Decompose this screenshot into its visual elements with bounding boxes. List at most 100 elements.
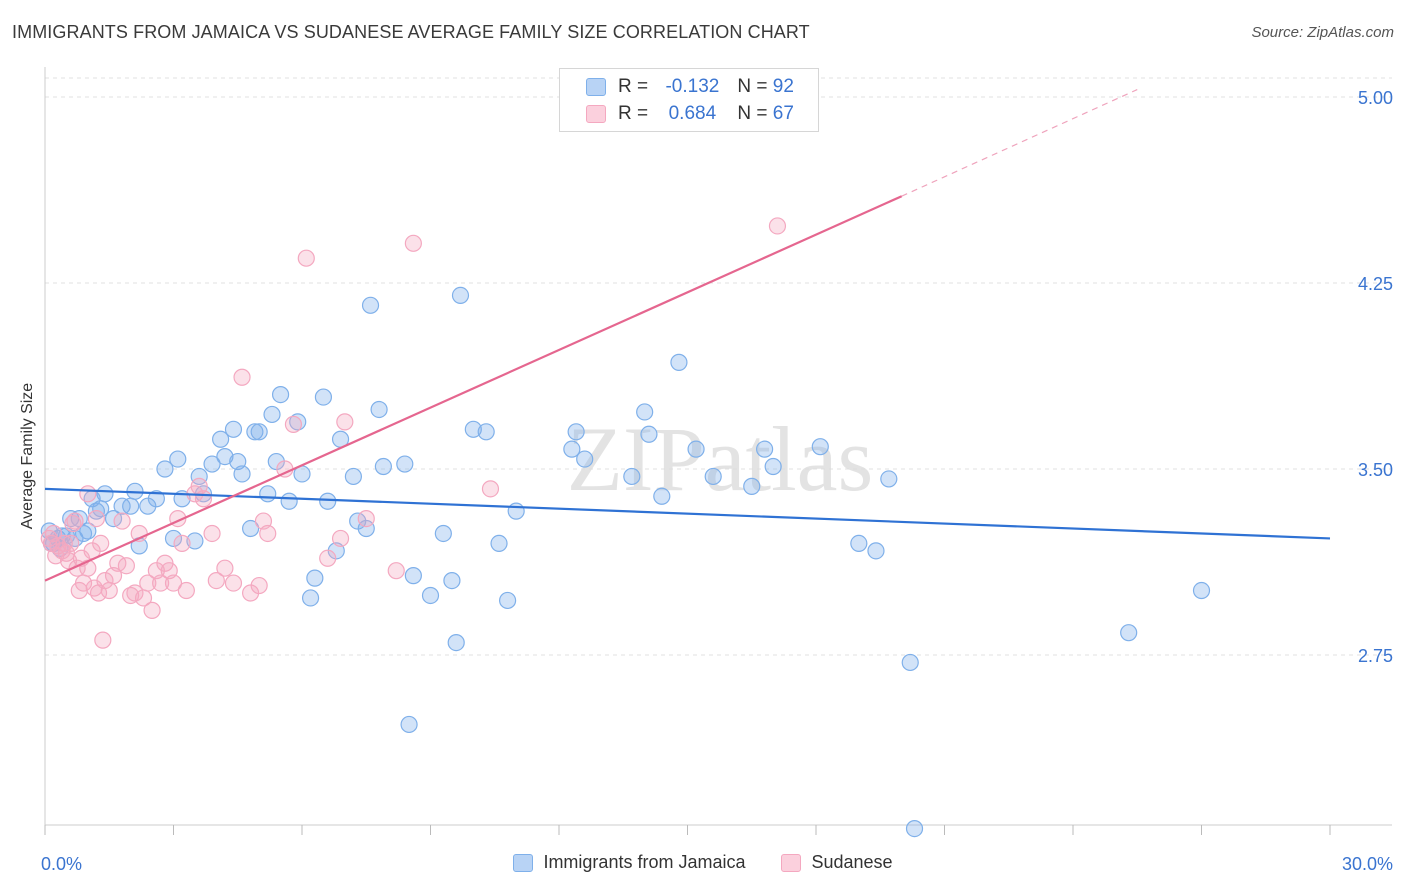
jamaica-point <box>623 467 641 486</box>
sudanese-point <box>259 524 277 543</box>
legend-item-sudanese[interactable]: Sudanese <box>781 852 893 873</box>
data-points <box>40 217 1211 838</box>
sudanese-point <box>47 547 65 565</box>
sudanese-point <box>87 509 106 528</box>
sudanese-swatch <box>781 853 802 872</box>
jamaica-point <box>687 440 705 458</box>
y-tick-label: 2.75 <box>1358 646 1393 666</box>
n-label: N = <box>737 103 768 124</box>
sudanese-point <box>66 512 84 530</box>
sudanese-point <box>177 581 195 600</box>
jamaica-point <box>490 534 508 553</box>
jamaica-point <box>464 420 482 438</box>
sudanese-point <box>224 574 243 592</box>
jamaica-point <box>1120 624 1138 642</box>
jamaica-point <box>477 423 495 441</box>
gridlines <box>45 77 1392 656</box>
jamaica-swatch <box>513 853 534 872</box>
sudanese-point <box>207 571 225 590</box>
jamaica-point <box>404 567 422 585</box>
sudanese-point <box>404 234 422 252</box>
jamaica-point <box>357 519 375 538</box>
n-label: N = <box>737 76 768 97</box>
y-tick-label: 4.25 <box>1358 274 1393 294</box>
jamaica-point <box>443 571 461 590</box>
sudanese-point <box>319 549 337 567</box>
jamaica-point <box>670 353 688 371</box>
y-tick-label: 3.50 <box>1358 460 1393 480</box>
sudanese-point <box>250 576 268 595</box>
jamaica-point <box>280 492 298 510</box>
jamaica-point <box>755 440 774 458</box>
sudanese-point <box>89 584 108 602</box>
jamaica-point <box>319 492 337 510</box>
watermark: ZIPatlas <box>567 408 874 510</box>
jamaica-point <box>224 420 243 438</box>
jamaica-point <box>374 457 392 476</box>
jamaica-point <box>271 386 290 404</box>
r-label: R = <box>618 103 649 124</box>
jamaica-point <box>653 487 671 505</box>
jamaica-point <box>563 440 581 458</box>
jamaica-point <box>233 465 251 483</box>
sudanese-point <box>55 534 73 553</box>
legend-row-jamaica: R = -0.132 N = 92 <box>586 75 794 99</box>
sudanese-point <box>164 574 183 592</box>
x-tick-label: 0.0% <box>41 854 82 874</box>
jamaica-point <box>92 500 110 518</box>
sudanese-point <box>768 217 787 235</box>
legend-item-jamaica[interactable]: Immigrants from Jamaica <box>513 852 745 873</box>
jamaica-point <box>246 423 264 441</box>
sudanese-point <box>203 524 221 543</box>
jamaica-point <box>867 542 885 560</box>
jamaica-point <box>447 633 465 652</box>
jamaica-point <box>147 490 165 508</box>
jamaica-point <box>242 519 260 538</box>
sudanese-trend-extension <box>901 89 1138 197</box>
jamaica-point <box>905 819 924 838</box>
jamaica-point <box>400 715 418 734</box>
jamaica-point <box>122 497 140 515</box>
sudanese-point <box>233 368 251 386</box>
jamaica-point <box>901 653 919 672</box>
sudanese-point <box>94 631 112 649</box>
sudanese-point <box>481 480 500 498</box>
sudanese-point <box>143 601 161 619</box>
jamaica-point <box>434 524 452 543</box>
sudanese-swatch <box>586 105 606 123</box>
jamaica-point <box>370 400 388 419</box>
jamaica-point <box>499 591 517 610</box>
jamaica-point <box>764 457 782 476</box>
axes <box>44 67 1392 835</box>
y-tick-label: 5.00 <box>1358 88 1393 108</box>
r-label: R = <box>618 76 649 97</box>
series-legend: Immigrants from Jamaica Sudanese <box>0 852 1406 873</box>
sudanese-point <box>92 534 110 553</box>
jamaica-point <box>640 425 658 443</box>
sudanese-point <box>152 574 170 592</box>
legend-label-jamaica: Immigrants from Jamaica <box>543 852 746 872</box>
jamaica-point <box>259 485 277 503</box>
chart-title: IMMIGRANTS FROM JAMAICA VS SUDANESE AVER… <box>12 22 810 42</box>
sudanese-point <box>62 534 80 553</box>
jamaica-point <box>212 430 230 448</box>
sudanese-point <box>173 534 191 553</box>
jamaica-point <box>263 405 281 424</box>
x-tick-label: 30.0% <box>1342 854 1393 874</box>
sudanese-point <box>139 574 157 592</box>
legend-label-sudanese: Sudanese <box>811 852 893 872</box>
jamaica-point <box>576 450 594 468</box>
jamaica-point <box>396 455 414 473</box>
jamaica-point <box>306 569 324 587</box>
jamaica-point <box>186 532 204 550</box>
n-value: 67 <box>772 103 794 124</box>
jamaica-point <box>880 470 898 488</box>
jamaica-point <box>301 589 320 607</box>
jamaica-point <box>216 448 234 466</box>
sudanese-point <box>216 559 234 577</box>
r-value: 0.684 <box>668 103 717 124</box>
tick-labels: 2.75 3.50 4.25 5.00 0.0% 30.0% <box>41 88 1393 874</box>
jamaica-point <box>1192 581 1211 600</box>
n-value: 92 <box>772 76 794 97</box>
sudanese-point <box>357 509 375 528</box>
